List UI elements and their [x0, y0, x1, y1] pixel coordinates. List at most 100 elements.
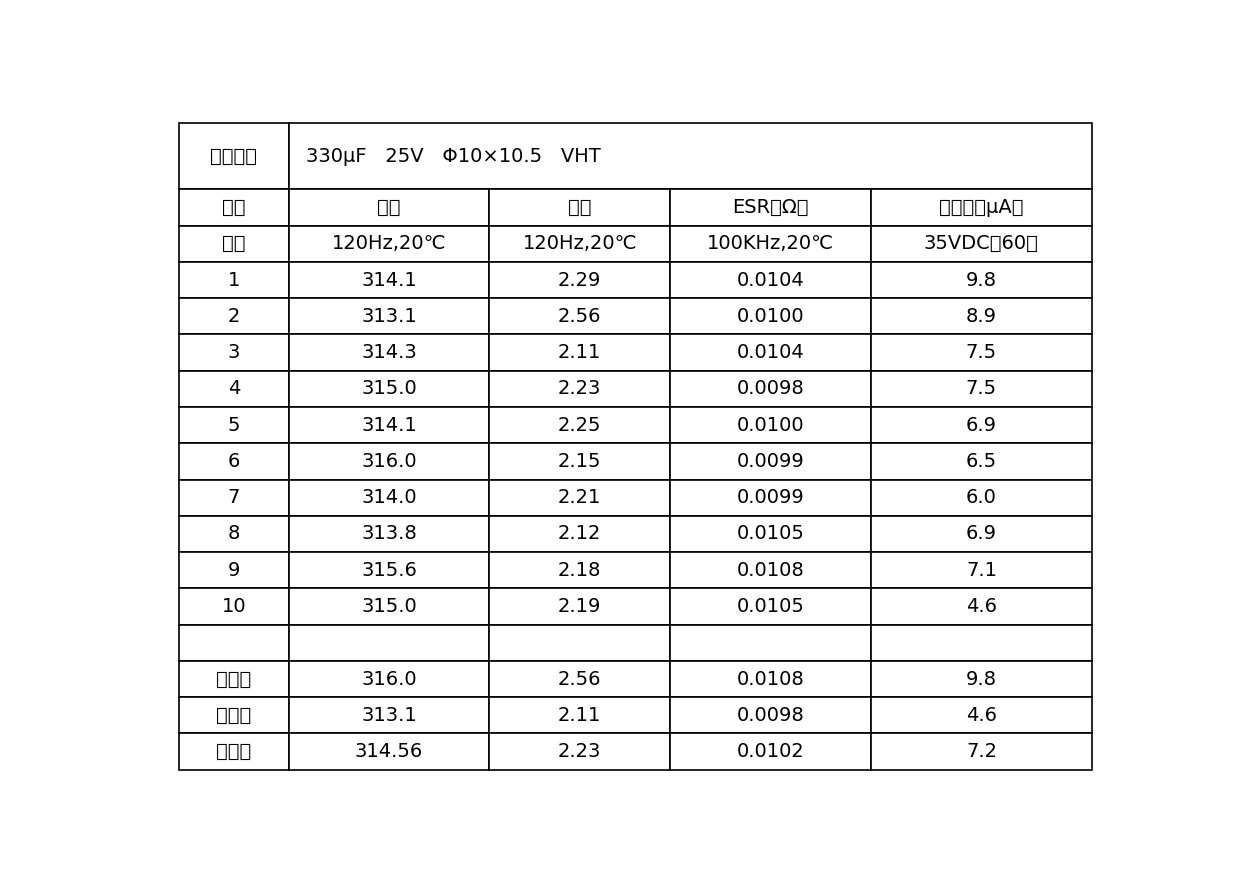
Text: 6.0: 6.0 [966, 488, 997, 507]
Text: 漏电流（μA）: 漏电流（μA） [939, 198, 1024, 217]
Bar [289, 734, 490, 770]
Bar [670, 661, 870, 697]
Bar [870, 734, 1092, 770]
Text: 5: 5 [228, 415, 241, 435]
Bar [490, 189, 670, 225]
Text: 0.0104: 0.0104 [737, 343, 805, 362]
Bar [289, 262, 490, 298]
Text: 3: 3 [228, 343, 241, 362]
Bar [870, 661, 1092, 697]
Text: ESR（Ω）: ESR（Ω） [732, 198, 808, 217]
Bar [289, 552, 490, 589]
Bar [490, 589, 670, 625]
Text: 8: 8 [228, 524, 241, 544]
Bar [490, 407, 670, 443]
Bar [289, 479, 490, 516]
Bar [870, 298, 1092, 334]
Bar [670, 552, 870, 589]
Bar [870, 370, 1092, 407]
Bar [179, 625, 289, 661]
Bar [289, 189, 490, 225]
Bar [289, 298, 490, 334]
Text: 2.11: 2.11 [558, 343, 601, 362]
Bar [179, 123, 289, 189]
Text: 0.0102: 0.0102 [737, 742, 805, 761]
Bar [490, 625, 670, 661]
Bar [870, 479, 1092, 516]
Bar [490, 552, 670, 589]
Bar [490, 225, 670, 262]
Text: 2.25: 2.25 [558, 415, 601, 435]
Text: 最小值: 最小值 [216, 705, 252, 725]
Text: 0.0098: 0.0098 [737, 705, 805, 725]
Bar [289, 516, 490, 552]
Text: 产品规格: 产品规格 [211, 147, 258, 165]
Text: 6.9: 6.9 [966, 415, 997, 435]
Text: 1: 1 [228, 271, 241, 290]
Text: 6: 6 [228, 452, 241, 471]
Text: 0.0100: 0.0100 [737, 415, 805, 435]
Text: 2.56: 2.56 [558, 307, 601, 326]
Bar [670, 443, 870, 479]
Text: 平均值: 平均值 [216, 742, 252, 761]
Bar [289, 123, 1092, 189]
Text: 0.0099: 0.0099 [737, 488, 805, 507]
Bar [490, 298, 670, 334]
Bar [670, 225, 870, 262]
Text: 4.6: 4.6 [966, 597, 997, 616]
Text: 35VDC，60秒: 35VDC，60秒 [924, 234, 1039, 254]
Bar [870, 443, 1092, 479]
Bar [490, 370, 670, 407]
Bar [289, 334, 490, 370]
Bar [179, 661, 289, 697]
Bar [179, 589, 289, 625]
Text: 316.0: 316.0 [361, 452, 417, 471]
Text: 314.1: 314.1 [361, 415, 417, 435]
Text: 2.18: 2.18 [558, 560, 601, 580]
Bar [490, 516, 670, 552]
Bar [490, 443, 670, 479]
Bar [670, 334, 870, 370]
Bar [179, 552, 289, 589]
Text: 120Hz,20℃: 120Hz,20℃ [522, 234, 637, 254]
Bar [490, 734, 670, 770]
Text: 2.19: 2.19 [558, 597, 601, 616]
Text: 314.0: 314.0 [361, 488, 417, 507]
Text: 2.11: 2.11 [558, 705, 601, 725]
Text: 316.0: 316.0 [361, 669, 417, 689]
Bar [670, 697, 870, 734]
Text: 0.0098: 0.0098 [737, 379, 805, 399]
Text: 313.1: 313.1 [361, 705, 417, 725]
Text: 314.56: 314.56 [355, 742, 423, 761]
Text: 314.1: 314.1 [361, 271, 417, 290]
Bar [179, 407, 289, 443]
Bar [670, 189, 870, 225]
Text: 2.15: 2.15 [558, 452, 601, 471]
Bar [289, 407, 490, 443]
Text: 0.0105: 0.0105 [737, 524, 805, 544]
Text: 0.0104: 0.0104 [737, 271, 805, 290]
Text: 0.0108: 0.0108 [737, 669, 805, 689]
Bar [179, 189, 289, 225]
Bar [179, 697, 289, 734]
Bar [289, 625, 490, 661]
Bar [289, 370, 490, 407]
Text: 315.0: 315.0 [361, 379, 417, 399]
Bar [490, 697, 670, 734]
Text: 2: 2 [228, 307, 241, 326]
Text: 2.29: 2.29 [558, 271, 601, 290]
Bar [870, 516, 1092, 552]
Text: 315.0: 315.0 [361, 597, 417, 616]
Bar [490, 262, 670, 298]
Text: 9.8: 9.8 [966, 669, 997, 689]
Bar [670, 734, 870, 770]
Text: 2.23: 2.23 [558, 742, 601, 761]
Bar [179, 734, 289, 770]
Text: 损耗: 损耗 [568, 198, 591, 217]
Bar [179, 443, 289, 479]
Text: 10: 10 [222, 597, 246, 616]
Bar [870, 407, 1092, 443]
Bar [490, 334, 670, 370]
Text: 315.6: 315.6 [361, 560, 417, 580]
Bar [870, 697, 1092, 734]
